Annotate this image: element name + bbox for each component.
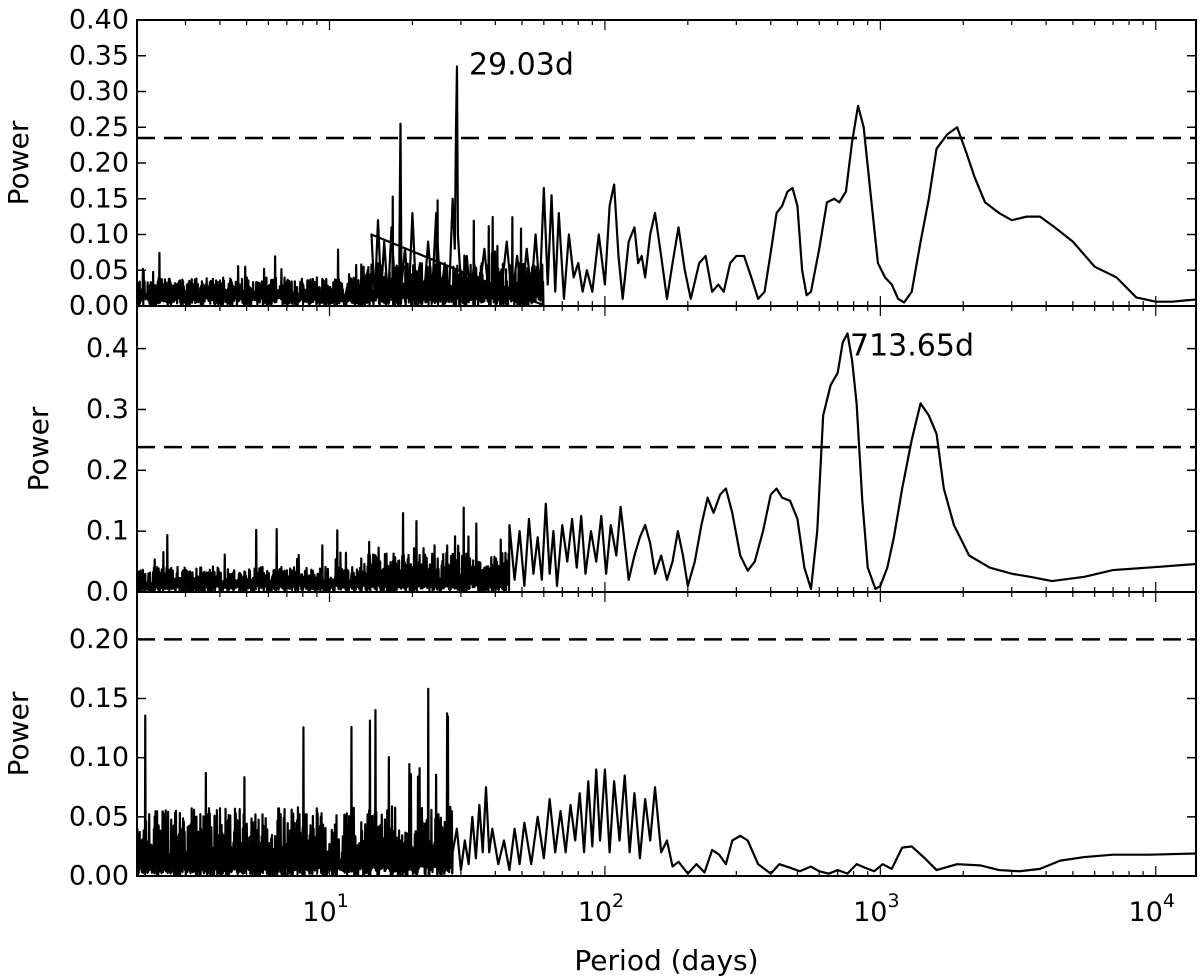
- peak-annotation: 29.03d: [469, 47, 574, 82]
- panel-1: 0.00 0.05 0.10 0.15 0.20 0.25 0.30 0.35 0.40 Powe…: [2, 5, 1197, 322]
- panel-frame: [136, 305, 1197, 593]
- x-tick-label: 102: [578, 890, 624, 928]
- peak-annotation: 713.65d: [850, 328, 974, 363]
- x-axis-label: Period (days): [574, 944, 758, 977]
- y-tick-label: 0.40: [69, 5, 129, 36]
- x-tick-label: 103: [853, 890, 899, 928]
- y-tick-label: 0.35: [69, 40, 129, 71]
- y-axis-label: Power: [2, 120, 35, 205]
- y-tick-label: 0.3: [86, 394, 129, 425]
- y-tick-label: 0.2: [86, 455, 129, 486]
- panel-2: 0.0 0.1 0.2 0.3 0.4 Power 713.65d: [22, 305, 1197, 608]
- y-tick-label: 0.1: [86, 516, 129, 547]
- power-series-line: [137, 332, 1196, 592]
- y-tick-label: 0.10: [69, 742, 129, 773]
- x-tick-label: 104: [1129, 890, 1175, 928]
- y-tick-label: 0.15: [69, 183, 129, 214]
- panel-frame: [136, 19, 1197, 307]
- y-tick-label: 0.20: [69, 624, 129, 655]
- power-series-line: [137, 687, 1196, 876]
- x-tick-label: 101: [302, 890, 348, 928]
- power-series-line: [137, 65, 1196, 306]
- y-tick-label: 0.30: [69, 76, 129, 107]
- y-tick-label: 0.15: [69, 683, 129, 714]
- y-tick-label: 0.20: [69, 148, 129, 179]
- y-tick-label: 0.0: [86, 577, 129, 608]
- panel-frame: [136, 591, 1197, 877]
- y-tick-label: 0.05: [69, 801, 129, 832]
- y-tick-label: 0.00: [69, 291, 129, 322]
- y-tick-label: 0.05: [69, 255, 129, 286]
- y-tick-label: 0.10: [69, 219, 129, 250]
- y-tick-label: 0.4: [86, 333, 129, 364]
- y-axis-label: Power: [22, 406, 55, 491]
- y-tick-label: 0.00: [69, 861, 129, 892]
- y-axis-label: Power: [2, 691, 35, 776]
- y-tick-label: 0.25: [69, 112, 129, 143]
- panel-3: 0.00 0.05 0.10 0.15 0.20 Power: [2, 591, 1197, 892]
